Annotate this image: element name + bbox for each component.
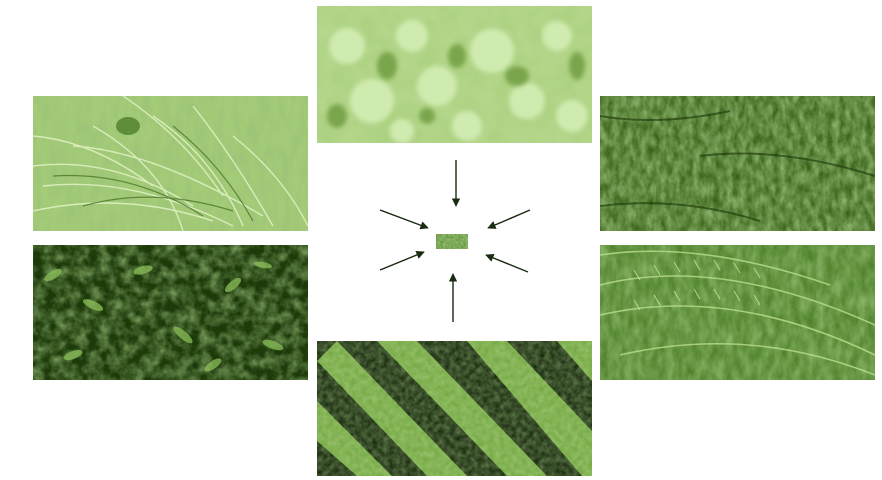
shrub-leaves-texture-image [33, 245, 308, 380]
arrow-from-upper-left [379, 209, 429, 230]
crop-rows-texture-image [317, 341, 592, 476]
grass-texture-image [33, 96, 308, 231]
arrow-from-lower-left [379, 250, 425, 271]
turf-texture-image [600, 96, 875, 231]
arrow-from-lower-right [485, 253, 529, 273]
clover-texture-image [317, 6, 592, 143]
center-texture-patch [436, 234, 468, 249]
fern-texture-image [600, 245, 875, 380]
arrow-from-upper-right [487, 209, 531, 229]
